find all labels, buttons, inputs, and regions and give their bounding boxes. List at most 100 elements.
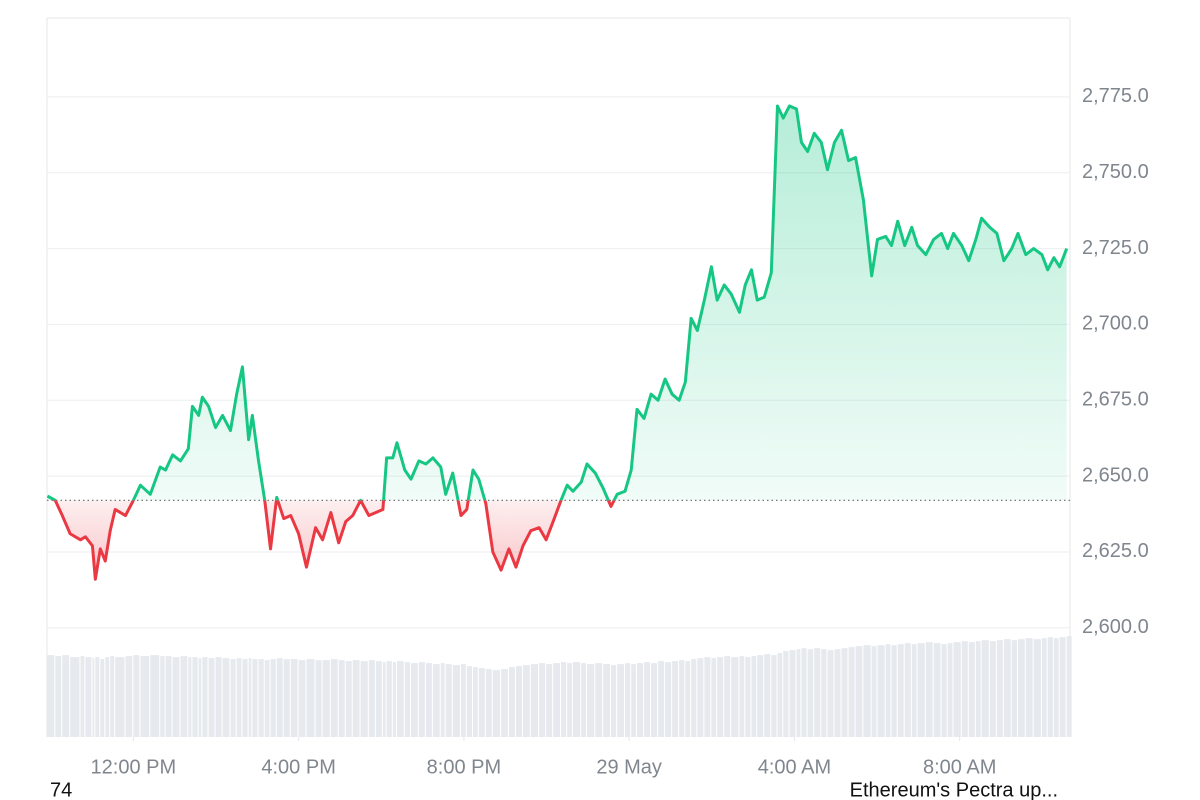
area-down — [55, 500, 615, 580]
volume-bar — [724, 656, 731, 737]
volume-bar — [345, 661, 352, 737]
volume-bar — [508, 667, 515, 737]
volume-bar — [848, 647, 855, 737]
volume-bar — [933, 643, 941, 737]
volume-bar — [1041, 638, 1047, 737]
volume-bar — [989, 641, 996, 737]
y-tick-label: 2,750.0 — [1082, 161, 1149, 183]
volume-bar — [610, 665, 617, 737]
volume-bar — [863, 645, 871, 737]
volume-bar — [105, 657, 110, 737]
volume-bar — [140, 656, 150, 737]
volume-bar — [1066, 636, 1072, 737]
x-tick-label: 4:00 AM — [758, 756, 831, 778]
area-up — [47, 105, 1067, 501]
volume-bar — [975, 641, 981, 737]
volume-bar — [745, 657, 751, 737]
volume-bar — [911, 644, 917, 737]
volume-bar — [165, 656, 172, 737]
x-tick-label: 29 May — [596, 756, 662, 778]
volume-bar — [198, 658, 202, 737]
volume-bar — [637, 663, 644, 737]
volume-bar — [115, 657, 125, 737]
volume-bar — [386, 661, 392, 737]
volume-bar — [375, 661, 382, 737]
volume-bar — [55, 656, 62, 737]
volume-bar — [981, 640, 989, 737]
volume-bar — [230, 659, 236, 737]
volume-bar — [306, 659, 315, 737]
volume-bar — [904, 643, 911, 737]
volume-bar — [208, 658, 215, 737]
volume-bar — [814, 648, 821, 737]
volume-bar — [150, 655, 160, 737]
volume-bar — [1011, 640, 1017, 737]
volume-bar — [425, 663, 432, 737]
volume-bar — [160, 656, 165, 737]
volume-bar — [452, 665, 460, 737]
y-tick-label: 2,725.0 — [1082, 237, 1149, 259]
volume-bar — [672, 661, 679, 737]
volume-bar — [885, 644, 891, 737]
volume-bar — [644, 662, 651, 737]
volume-bar — [338, 660, 345, 737]
volume-bar — [834, 649, 841, 737]
volume-bar — [777, 653, 783, 737]
volume-bar — [382, 662, 386, 737]
volume-bar — [492, 670, 501, 737]
volume-bar — [751, 656, 757, 737]
volume-bar — [133, 655, 140, 737]
volume-bar — [665, 662, 672, 737]
x-tick-label: 4:00 PM — [261, 756, 335, 778]
volume-bar — [796, 649, 801, 737]
volume-bar — [595, 663, 603, 737]
volume-bar — [85, 657, 92, 737]
volume-bar — [270, 659, 276, 737]
y-tick-label: 2,700.0 — [1082, 313, 1149, 335]
price-line-up — [47, 104, 1069, 501]
volume-bar — [807, 649, 814, 737]
y-tick-label: 2,600.0 — [1082, 616, 1149, 638]
volume-bar — [1025, 638, 1033, 737]
volume-bar — [1033, 639, 1041, 737]
volume-bar — [731, 657, 739, 737]
volume-bar — [236, 658, 242, 737]
volume-bar — [530, 664, 539, 737]
x-tick-label: 8:00 PM — [427, 756, 501, 778]
volume-bar — [685, 661, 691, 737]
volume-bar — [947, 643, 953, 737]
volume-bar — [432, 664, 440, 737]
volume-bar — [47, 655, 55, 737]
volume-bar — [704, 657, 711, 737]
volume-bar — [821, 649, 827, 737]
volume-bar — [625, 663, 631, 737]
volume-bar — [617, 664, 625, 737]
volume-bar — [315, 660, 322, 737]
volume-bar — [691, 659, 697, 737]
volume-bar — [587, 664, 595, 737]
volume-bar — [472, 667, 478, 737]
volume-bar — [404, 662, 410, 737]
volume-bar — [410, 663, 418, 737]
volume-bar — [62, 655, 70, 737]
volume-bar — [764, 654, 771, 737]
volume-bar — [283, 659, 290, 737]
volume-bar — [546, 664, 553, 737]
volume-bar — [877, 645, 885, 737]
volume-bar — [961, 641, 968, 737]
volume-bar — [80, 656, 85, 737]
volume-bar — [789, 650, 796, 737]
footer-left-text: 74 — [50, 779, 72, 800]
volume-bar — [501, 669, 508, 737]
volume-bar — [352, 660, 360, 737]
volume-bar — [418, 662, 425, 737]
volume-bar — [222, 658, 230, 737]
volume-bar — [1017, 639, 1025, 737]
volume-bar — [572, 662, 581, 737]
volume-bar — [855, 646, 863, 737]
volume-bar — [871, 646, 877, 737]
volume-bar — [215, 657, 222, 737]
volume-bar — [368, 660, 375, 737]
volume-bar — [757, 655, 764, 737]
